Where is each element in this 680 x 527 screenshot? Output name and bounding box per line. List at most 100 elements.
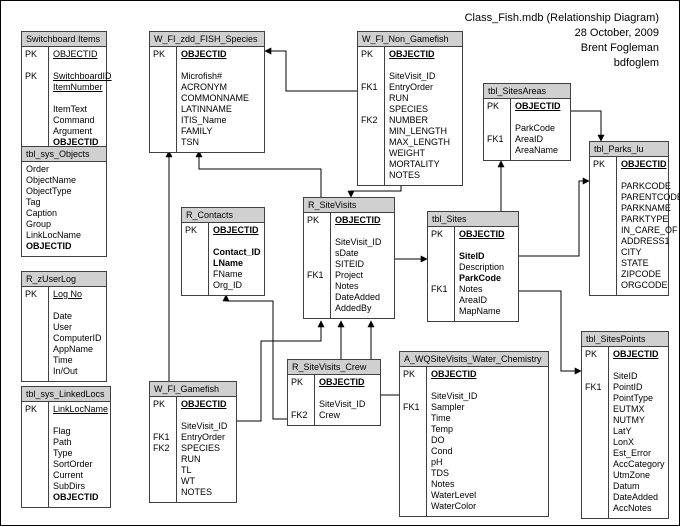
- entity-sitesareas: tbl_SitesAreasPKFK1OBJECTIDParkCodeAreaI…: [483, 83, 571, 161]
- key-column: PKFK1FK2: [358, 47, 385, 185]
- field: OBJECTID: [213, 225, 261, 236]
- key-column: PK: [182, 223, 209, 295]
- field: SiteVisit_ID: [335, 237, 381, 248]
- field: DateAdded: [335, 292, 381, 303]
- field: ObjectType: [26, 186, 81, 197]
- field: TSN: [181, 137, 249, 148]
- field: sDate: [335, 248, 381, 259]
- entity-sitevisits: R_SiteVisitsPKFK1 OBJECTID SiteVisit_IDsDa…: [303, 197, 395, 319]
- field: PointID: [613, 382, 665, 393]
- field: TL: [181, 465, 227, 476]
- field: SiteID: [613, 371, 665, 382]
- field-column: OBJECTIDPARKCODEPARENTCODEPARKNAMEPARKTY…: [617, 157, 680, 295]
- field: PointType: [613, 393, 665, 404]
- field: OBJECTID: [181, 399, 227, 410]
- field: RUN: [181, 454, 227, 465]
- field: Time: [53, 355, 102, 366]
- entity-switchboard: Switchboard ItemsPKPKOBJECTIDSwitchboard…: [21, 31, 107, 153]
- field: AppName: [53, 344, 102, 355]
- field: WaterColor: [431, 501, 477, 512]
- header-line-1: Class_Fish.mdb (Relationship Diagram): [465, 11, 659, 26]
- field: OBJECTID: [389, 49, 450, 60]
- field: MORTALITY: [389, 159, 450, 170]
- field-column: OBJECTIDSiteVisit_IDSamplerTimeTempDOCon…: [427, 367, 481, 516]
- field: WEIGHT: [389, 148, 450, 159]
- field: SwitchboardID: [53, 71, 112, 82]
- entity-sites: tbl_SitesPKFK1OBJECTIDSiteIDDescriptionP…: [427, 211, 519, 322]
- field: OBJECTID: [181, 49, 249, 60]
- field: Notes: [431, 479, 477, 490]
- field: OBJECTID: [621, 159, 680, 170]
- field: Date: [53, 311, 102, 322]
- entity-parks: tbl_Parks_luPKOBJECTIDPARKCODEPARENTCODE…: [589, 141, 669, 296]
- entity-title: tbl_sys_LinkedLocs: [22, 387, 110, 402]
- field: WaterLevel: [431, 490, 477, 501]
- field: LinkLocName: [26, 230, 81, 241]
- entity-title: W_FI_zdd_FISH_Species: [150, 32, 264, 47]
- field: PARENTCODE: [621, 192, 680, 203]
- entity-title: tbl_SitesAreas: [484, 84, 570, 99]
- field: SiteVisit_ID: [389, 71, 450, 82]
- entity-title: tbl_Parks_lu: [590, 142, 668, 157]
- field: ParkCode: [459, 273, 505, 284]
- field: OBJECTID: [26, 241, 81, 252]
- field: CITY: [621, 247, 680, 258]
- field: EntryOrder: [389, 82, 450, 93]
- field: TDS: [431, 468, 477, 479]
- field: AccNotes: [613, 503, 665, 514]
- field: OBJECTID: [53, 492, 108, 503]
- field: Temp: [431, 424, 477, 435]
- entity-species: W_FI_zdd_FISH_SpeciesPK OBJECTID Microfish…: [149, 31, 265, 153]
- entity-title: R_SiteVisits: [304, 198, 394, 213]
- field: Notes: [335, 281, 381, 292]
- field: DateAdded: [613, 492, 665, 503]
- field: ZIPCODE: [621, 269, 680, 280]
- field: SPECIES: [181, 443, 227, 454]
- diagram-header: Class_Fish.mdb (Relationship Diagram) 28…: [465, 11, 659, 70]
- key-column: PKFK1: [304, 213, 331, 318]
- field: COMMONNAME: [181, 93, 249, 104]
- field: LinkLocName: [53, 404, 108, 415]
- field: ORGCODE: [621, 280, 680, 291]
- key-column: PK: [150, 47, 177, 152]
- field: ITIS_Name: [181, 115, 249, 126]
- entity-title: W_FI_Non_Gamefish: [358, 32, 462, 47]
- field: NOTES: [389, 170, 450, 181]
- key-column: PK: [22, 287, 49, 381]
- key-column: PKFK1: [428, 227, 455, 321]
- field: EUTMX: [613, 404, 665, 415]
- relationship-edge: [519, 181, 589, 256]
- entity-zuserlog: R_zUserLogPKLog NoDateUserComputerIDAppN…: [21, 271, 107, 382]
- field: OBJECTID: [459, 229, 505, 240]
- field: FAMILY: [181, 126, 249, 137]
- entity-svcrew: R_SiteVisits_CrewPKFK2OBJECTIDSiteVisit_…: [287, 359, 381, 426]
- entity-title: tbl_Sites: [428, 212, 518, 227]
- key-column: PKFK1: [582, 347, 609, 518]
- field: MapName: [459, 306, 505, 317]
- field: Microfish#: [181, 71, 249, 82]
- relationship-edge: [265, 51, 357, 91]
- key-column: PKFK2: [288, 375, 315, 425]
- field: Contact_ID: [213, 247, 261, 258]
- entity-title: R_SiteVisits_Crew: [288, 360, 380, 375]
- field: Current: [53, 470, 108, 481]
- field: MIN_LENGTH: [389, 126, 450, 137]
- field: NUMBER: [389, 115, 450, 126]
- entity-waterchem: A_WQSiteVisits_Water_ChemistryPKFK1OBJEC…: [399, 351, 549, 517]
- entity-gamefish: W_FI_GamefishPKFK1FK2OBJECTIDSiteVisit_I…: [149, 381, 237, 503]
- entity-title: tbl_sys_Objects: [22, 147, 106, 162]
- field: ItemText: [53, 104, 112, 115]
- field: OBJECTID: [335, 215, 381, 226]
- key-column: PKPK: [22, 47, 49, 152]
- field: Path: [53, 437, 108, 448]
- entity-linkedlocs: tbl_sys_LinkedLocsPKLinkLocNameFlagPathT…: [21, 386, 111, 508]
- field: SiteVisit_ID: [319, 399, 365, 410]
- field: NOTES: [181, 487, 227, 498]
- entity-title: W_FI_Gamefish: [150, 382, 236, 397]
- field: OBJECTID: [431, 369, 477, 380]
- field-column: Log NoDateUserComputerIDAppNameTimeIn/Ou…: [49, 287, 106, 381]
- field: User: [53, 322, 102, 333]
- field: pH: [431, 457, 477, 468]
- entity-title: R_zUserLog: [22, 272, 106, 287]
- entity-sitespoints: tbl_SitesPointsPKFK1OBJECTIDSiteIDPointI…: [581, 331, 669, 519]
